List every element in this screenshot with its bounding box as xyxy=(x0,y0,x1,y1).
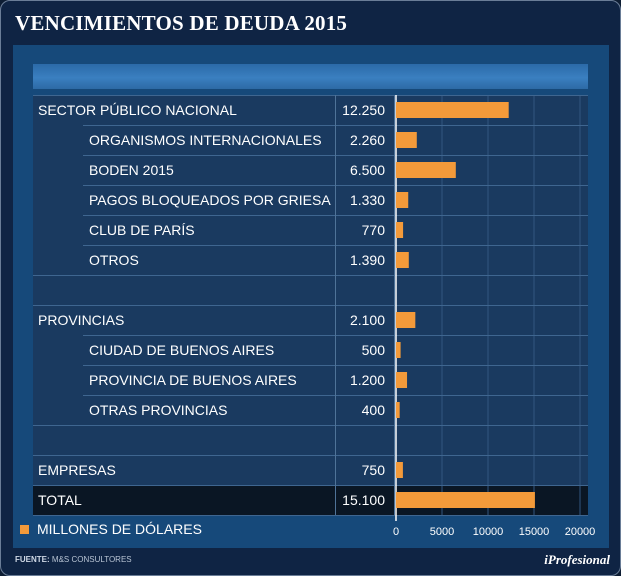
row-value: 2.100 xyxy=(350,312,385,328)
row-bg xyxy=(33,125,588,155)
row-bg xyxy=(33,245,588,275)
row-value: 1.330 xyxy=(350,192,385,208)
row-bg xyxy=(33,275,588,305)
bar-otros xyxy=(396,252,409,268)
row-bg xyxy=(33,395,588,425)
row-value: 770 xyxy=(362,222,386,238)
row-label: PROVINCIAS xyxy=(38,312,124,328)
row-label: ORGANISMOS INTERNACIONALES xyxy=(89,132,322,148)
row-label: TOTAL xyxy=(38,492,82,508)
legend: MILLONES DE DÓLARES xyxy=(20,521,202,537)
row-label: BODEN 2015 xyxy=(89,162,174,178)
bar-ciudad-de-buenos-aires xyxy=(396,342,401,358)
x-tick-label: 0 xyxy=(393,526,399,538)
row-value: 400 xyxy=(362,402,386,418)
source-note: FUENTE: M&S CONSULTORES xyxy=(15,555,132,564)
source-text: M&S CONSULTORES xyxy=(51,555,132,564)
row-bg xyxy=(33,365,588,395)
bar-total xyxy=(396,492,535,508)
row-value: 2.260 xyxy=(350,132,385,148)
row-bg xyxy=(33,425,588,455)
x-tick-label: 20000 xyxy=(565,526,596,538)
row-bg xyxy=(33,335,588,365)
bar-empresas xyxy=(396,462,403,478)
legend-label: MILLONES DE DÓLARES xyxy=(37,521,202,537)
row-value: 12.250 xyxy=(342,102,385,118)
x-tick-label: 15000 xyxy=(519,526,550,538)
bar-otras-provincias xyxy=(396,402,400,418)
row-label: PAGOS BLOQUEADOS POR GRIESA xyxy=(89,192,331,208)
bar-pagos-bloqueados-por-griesa xyxy=(396,192,409,208)
row-value: 750 xyxy=(362,462,386,478)
row-label: OTRAS PROVINCIAS xyxy=(89,402,227,418)
x-tick-label: 5000 xyxy=(430,526,454,538)
bar-boden-2015 xyxy=(396,162,456,178)
row-bg xyxy=(33,455,588,485)
row-bg xyxy=(33,155,588,185)
row-label: PROVINCIA DE BUENOS AIRES xyxy=(89,372,297,388)
row-bg xyxy=(33,215,588,245)
row-value: 1.390 xyxy=(350,252,385,268)
row-bg xyxy=(33,305,588,335)
table-header-bar xyxy=(33,64,588,89)
row-value: 1.200 xyxy=(350,372,385,388)
chart-title: VENCIMIENTOS DE DEUDA 2015 xyxy=(15,11,348,35)
row-value: 500 xyxy=(362,342,386,358)
row-label: EMPRESAS xyxy=(38,462,116,478)
row-value: 6.500 xyxy=(350,162,385,178)
x-tick-label: 10000 xyxy=(473,526,504,538)
bar-organismos-internacionales xyxy=(396,132,417,148)
row-label: CIUDAD DE BUENOS AIRES xyxy=(89,342,274,358)
source-label: FUENTE: xyxy=(15,555,50,564)
bar-provincias xyxy=(396,312,416,328)
legend-swatch xyxy=(20,524,29,534)
row-label: SECTOR PÚBLICO NACIONAL xyxy=(38,102,237,118)
row-bg xyxy=(33,185,588,215)
bar-club-de-par-s xyxy=(396,222,404,238)
row-label: OTROS xyxy=(89,252,139,268)
row-value: 15.100 xyxy=(342,492,385,508)
bar-provincia-de-buenos-aires xyxy=(396,372,408,388)
brand-logo: iProfesional xyxy=(544,552,610,567)
row-label: CLUB DE PARÍS xyxy=(89,222,195,238)
bar-sector-p-blico-nacional xyxy=(396,102,509,118)
